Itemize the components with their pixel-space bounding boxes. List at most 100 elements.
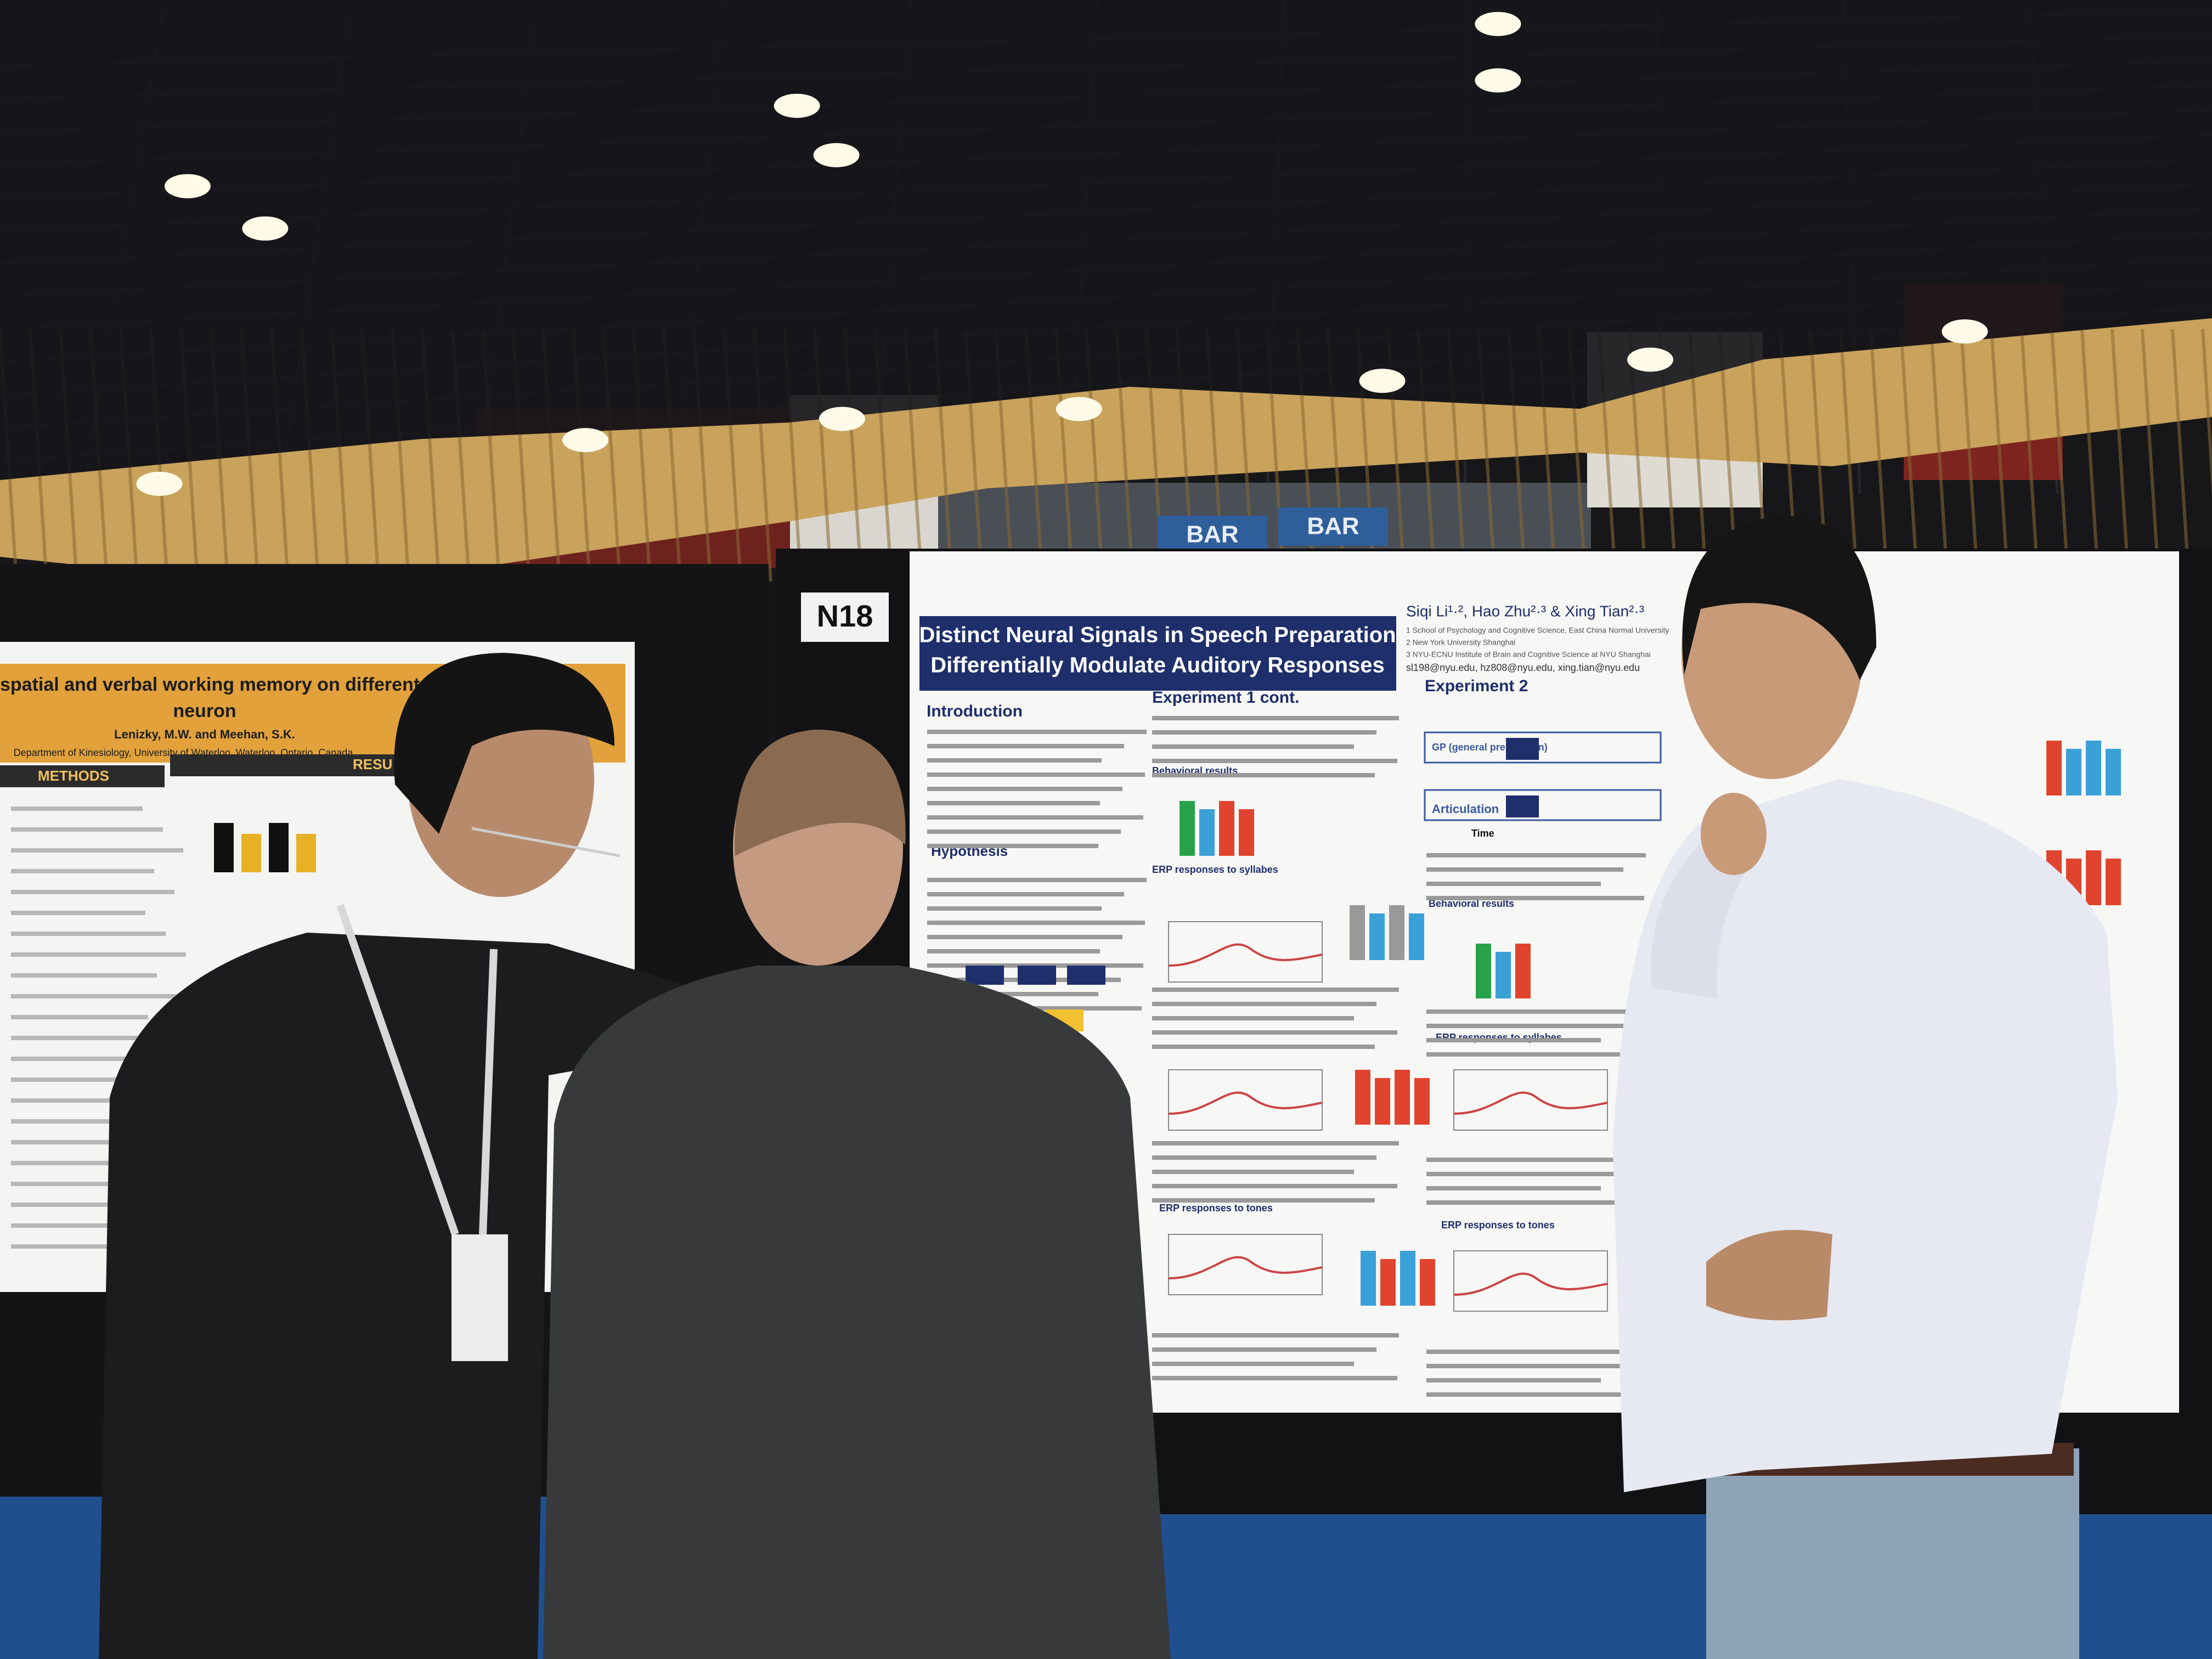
figure-bar (1350, 905, 1365, 960)
text-line (927, 921, 1145, 925)
figure-bar (1395, 1070, 1410, 1125)
text-line (1152, 988, 1399, 992)
section-heading: Introduction (927, 702, 1023, 720)
text-line (927, 744, 1124, 748)
text-line (11, 1203, 183, 1207)
text-line (1152, 1170, 1354, 1174)
text-line (1426, 1052, 1644, 1057)
sign (1278, 507, 1388, 546)
text-line (11, 869, 154, 873)
hand (1701, 793, 1767, 875)
text-line (1426, 896, 1644, 900)
figure-frame (1168, 1069, 1323, 1131)
figure-bar (1420, 1259, 1435, 1306)
chart-bar (241, 834, 261, 872)
figure-bar (2106, 749, 2121, 795)
figure-bar (1199, 809, 1215, 856)
text-line (1152, 730, 1376, 735)
text-line (11, 1140, 171, 1144)
poster-title: neuron (173, 701, 236, 721)
figure-bar (1369, 913, 1385, 960)
text-line (1152, 1184, 1397, 1188)
ceiling-light (136, 471, 183, 496)
text-line (927, 878, 1147, 882)
text-line (1426, 1200, 1644, 1205)
text-line (1426, 1392, 1644, 1397)
stimulus (1506, 738, 1539, 760)
figure-frame (1168, 1234, 1323, 1295)
poster-affiliation: 1 School of Psychology and Cognitive Sci… (1406, 626, 1669, 635)
section-heading: Experiment 2 (1425, 677, 1528, 695)
ceiling-light (164, 174, 211, 199)
baffle-slat (2080, 329, 2100, 582)
ceiling-light (1056, 397, 1102, 421)
ceiling-baffles (0, 318, 2212, 579)
chart-bar (296, 834, 316, 872)
text-line (1426, 1038, 1601, 1042)
text-line (11, 911, 145, 915)
poster-title: Differentially Modulate Auditory Respons… (930, 653, 1385, 678)
baffle-slat (1899, 329, 1919, 582)
ceiling-light (1942, 319, 1988, 344)
erp-curve (1168, 1091, 1323, 1115)
text-line (1152, 1016, 1354, 1020)
baffle-slat (1839, 329, 1859, 582)
hand (1706, 1229, 1832, 1321)
ceiling-light (1627, 347, 1674, 372)
erp-curve (1168, 943, 1323, 967)
text-line (11, 1015, 148, 1019)
section-heading: METHODS (38, 768, 109, 784)
figure-bar (1476, 944, 1491, 998)
diagram-box (1067, 966, 1105, 985)
text-line (11, 1182, 162, 1186)
figure-frame (1168, 921, 1323, 983)
figure-bar (2046, 741, 2062, 795)
figure-bar (1380, 1259, 1396, 1306)
poster-title: Distinct Neural Signals in Speech Prepar… (919, 623, 1396, 647)
text-line (1152, 1030, 1397, 1035)
text-line (1426, 1364, 1623, 1368)
text-line (927, 892, 1124, 896)
stimulus (1506, 795, 1539, 817)
text-line (11, 932, 166, 936)
figure-bar (2086, 741, 2101, 795)
text-line (1152, 1333, 1399, 1338)
text-line (11, 806, 143, 811)
person-hair (735, 730, 906, 856)
text-line (1152, 1376, 1397, 1380)
text-line (1426, 1172, 1623, 1176)
text-line (11, 827, 163, 832)
text-line (11, 973, 157, 978)
figure-bar (1219, 801, 1234, 856)
text-line (11, 1098, 180, 1103)
text-line (1426, 1009, 1646, 1014)
baffle-slat (1869, 329, 1889, 582)
figure-bar (1180, 801, 1195, 856)
erp-curve (1453, 1091, 1608, 1115)
section-bar (170, 754, 417, 776)
figure-bar (1389, 905, 1404, 960)
sign (1158, 516, 1267, 554)
section-heading: Behavioral results (1429, 898, 1514, 909)
poster-authors: Siqi Li¹·², Hao Zhu²·³ & Xing Tian²·³ (1406, 602, 1644, 619)
ceiling-light (774, 93, 820, 118)
lanyard (336, 904, 498, 1236)
sign-text: BAR (1307, 513, 1359, 540)
ceiling-light (819, 407, 865, 431)
baffle-slat (1960, 329, 1979, 582)
figure-bar (2066, 749, 2081, 795)
poster-affiliation: 3 NYU-ECNU Institute of Brain and Cognit… (1406, 650, 1651, 659)
section-heading: Experiment 1 cont. (1152, 689, 1299, 707)
text-line (1152, 759, 1397, 763)
text-line (11, 890, 174, 894)
baffle-slat (2141, 329, 2160, 582)
text-line (11, 1036, 168, 1040)
figure-bar (2086, 850, 2101, 905)
figure-bar (2106, 859, 2121, 905)
text-line (927, 844, 1098, 848)
text-line (11, 1161, 191, 1165)
baffle-slat (2171, 329, 2191, 582)
arm (1651, 834, 1756, 998)
figure-bar (1515, 944, 1531, 998)
